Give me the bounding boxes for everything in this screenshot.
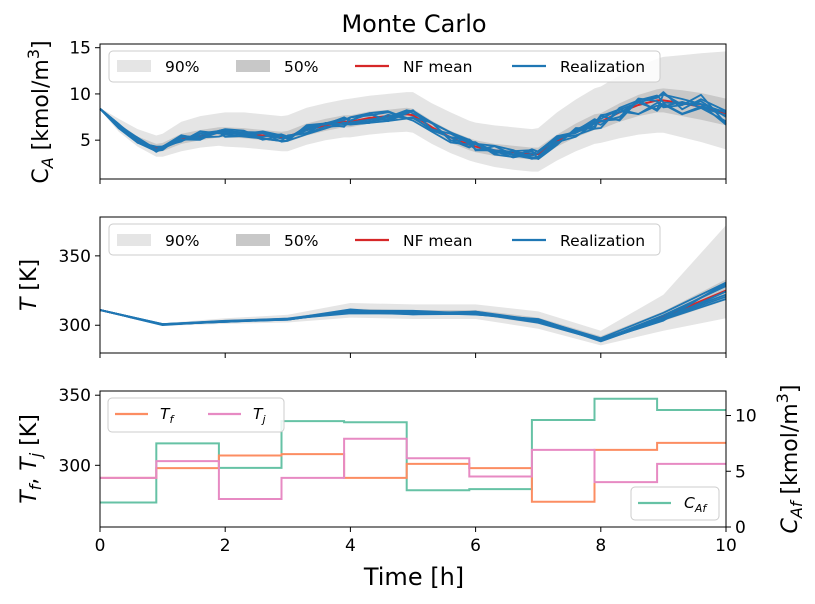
ticks-concentration: 5 10 15 xyxy=(69,39,727,184)
legend-concentration: 90% 50% NF mean Realization xyxy=(108,50,661,83)
legend-label-nf-mean: NF mean xyxy=(403,58,472,76)
ytick-label-left: 5 xyxy=(80,131,91,151)
ylabel-inputs-right: CAf [kmol/m3] xyxy=(773,385,806,534)
plot-area-inputs xyxy=(100,397,726,504)
ytick-label-right: 5 xyxy=(735,462,746,482)
legend-label-90: 90% xyxy=(165,232,199,250)
legend-inputs-left: Tf Tj xyxy=(107,397,285,433)
realization-line xyxy=(99,93,727,159)
ytick-label-left: 10 xyxy=(69,85,91,105)
xtick-label: 0 xyxy=(95,536,106,556)
legend-label-caf: CAf xyxy=(684,494,708,515)
plot-area-concentration xyxy=(99,51,727,172)
ytick-label-left: 350 xyxy=(59,247,91,267)
legend-inputs-right: CAf xyxy=(630,486,720,521)
panel-concentration: 5 10 15 CA [kmol/m3] 90% 50% NF mean Reali… xyxy=(24,39,727,184)
ytick-label-left: 300 xyxy=(59,456,91,476)
xtick-label: 2 xyxy=(220,536,231,556)
legend-temperature: 90% 50% NF mean Realization xyxy=(108,223,661,256)
legend-swatch-50 xyxy=(236,234,270,246)
ytick-label-right: 0 xyxy=(735,518,746,538)
ytick-label-right: 10 xyxy=(735,407,757,427)
legend-swatch-90 xyxy=(117,234,151,246)
legend-label-50: 50% xyxy=(284,232,318,250)
legend-label-tj: Tj xyxy=(253,405,266,426)
realization-line xyxy=(99,101,727,158)
ylabel-temperature: T [K] xyxy=(17,259,42,311)
xtick-label: 4 xyxy=(345,536,356,556)
ylabel-inputs-left: Tf, Tj [K] xyxy=(17,414,45,504)
legend-label-realization: Realization xyxy=(560,232,645,250)
legend-swatch-50 xyxy=(236,60,270,72)
ticks-temperature: 300 350 xyxy=(59,247,727,358)
ytick-label-left: 15 xyxy=(69,39,91,59)
legend-label-50: 50% xyxy=(284,58,318,76)
axes-frame-inputs xyxy=(99,390,727,528)
plot-area-temperature xyxy=(99,225,727,346)
legend-label-nf-mean: NF mean xyxy=(403,232,472,250)
legend-label-90: 90% xyxy=(165,58,199,76)
legend-swatch-90 xyxy=(117,60,151,72)
legend-box xyxy=(630,486,720,521)
chart-title: Monte Carlo xyxy=(341,10,486,38)
realization-line xyxy=(99,285,727,342)
panel-temperature: 300 350 T [K] 90% 50% NF mean Realization xyxy=(17,216,727,358)
legend-box xyxy=(107,397,285,433)
xtick-label: 6 xyxy=(470,536,481,556)
xtick-label: 8 xyxy=(595,536,606,556)
ytick-label-left: 350 xyxy=(59,386,91,406)
xtick-label: 10 xyxy=(715,536,737,556)
tj-step-line xyxy=(100,437,726,500)
xlabel-time: Time [h] xyxy=(363,563,464,591)
legend-label-realization: Realization xyxy=(560,58,645,76)
ytick-label-left: 300 xyxy=(59,316,91,336)
legend-label-tf: Tf xyxy=(160,405,175,426)
ylabel-concentration: CA [kmol/m3] xyxy=(24,40,57,183)
axes-frame-concentration xyxy=(99,43,727,180)
axes-frame-temperature xyxy=(99,216,727,354)
